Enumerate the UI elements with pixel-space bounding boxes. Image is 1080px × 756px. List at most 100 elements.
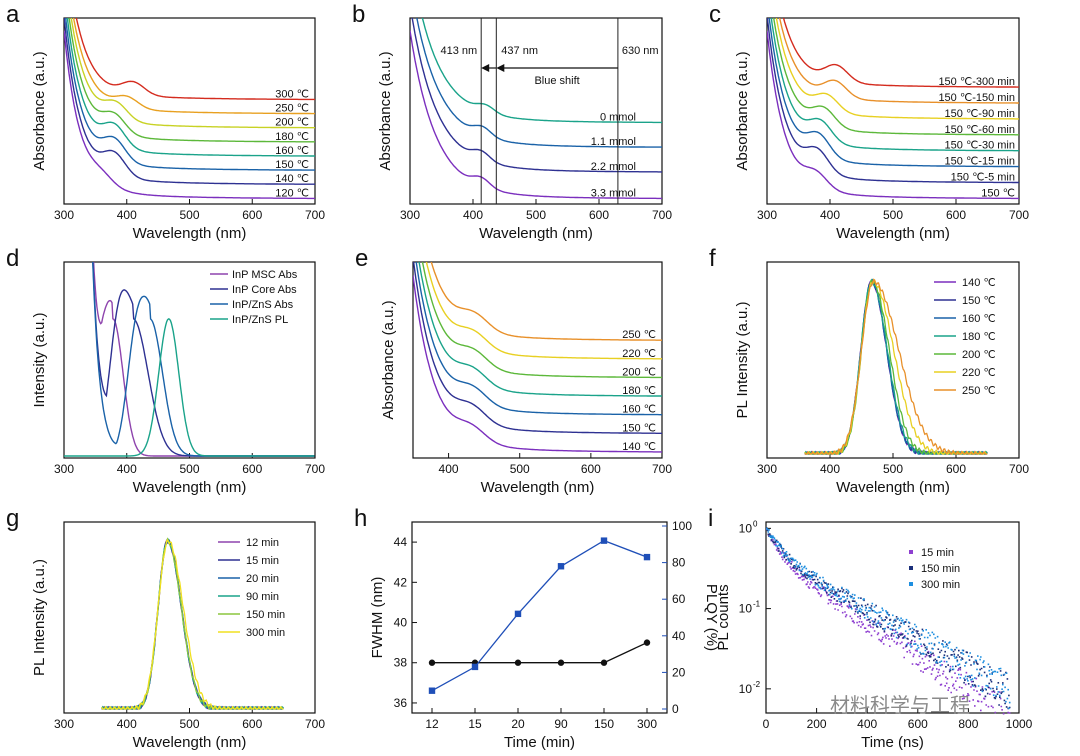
panel-label: c xyxy=(709,1,721,28)
x-tick-label: 600 xyxy=(242,208,262,222)
y-tick-label: 42 xyxy=(394,575,408,589)
legend-swatch xyxy=(909,566,913,570)
x-tick-label: 500 xyxy=(883,462,903,476)
legend-label: 20 min xyxy=(246,573,279,585)
y-axis-label: Absorbance (a.u.) xyxy=(734,51,751,170)
y-tick-base: 10 xyxy=(739,521,753,535)
series-line xyxy=(72,18,315,115)
y-axis-label: PL Intensity (a.u.) xyxy=(734,301,751,418)
data-point xyxy=(600,537,608,544)
x-tick-label: 400 xyxy=(820,208,840,222)
x-axis-label: Wavelength (nm) xyxy=(133,225,247,242)
series-label: 150 ℃-5 min xyxy=(951,171,1015,183)
series-line xyxy=(418,262,662,397)
series-line xyxy=(778,18,1019,104)
legend-label: 150 ℃ xyxy=(962,295,996,307)
x-tick-label: 400 xyxy=(117,717,137,731)
series-label: 150 ℃-150 min xyxy=(938,92,1015,104)
series-line xyxy=(804,279,988,455)
x-tick-label: 800 xyxy=(958,717,978,731)
x-tick-label: 400 xyxy=(117,462,137,476)
x-tick-label: 600 xyxy=(242,462,262,476)
panel-label: e xyxy=(355,245,368,272)
series-label: 220 ℃ xyxy=(622,348,656,360)
x-axis-label: Wavelength (nm) xyxy=(133,734,247,751)
annotation-413: 413 nm xyxy=(440,45,477,57)
x-tick-label: 15 xyxy=(468,717,482,731)
y-tick-base: 10 xyxy=(739,682,753,696)
x-tick-label: 400 xyxy=(820,462,840,476)
panel-label: f xyxy=(709,245,716,272)
x-axis-label: Wavelength (nm) xyxy=(133,479,247,496)
panel-a: a Wavelength (nm) Absorbance (a.u.) 300 400 5… xyxy=(6,1,325,242)
x-tick-label: 300 xyxy=(54,717,74,731)
x-axis-label: Time (min) xyxy=(504,734,575,751)
y-tick-exponent: -1 xyxy=(753,600,761,609)
y2-tick-label: 80 xyxy=(672,556,686,570)
legend-label: InP MSC Abs xyxy=(232,269,298,281)
x-tick-label: 300 xyxy=(637,717,657,731)
panel-f: f Wavelength (nm) PL Intensity (a.u.) 300 40… xyxy=(709,245,1029,496)
plot-frame xyxy=(765,521,1020,714)
x-tick-label: 600 xyxy=(581,462,601,476)
x-tick-label: 500 xyxy=(179,208,199,222)
legend-label: 15 min xyxy=(246,555,279,567)
y-tick-label: 44 xyxy=(394,535,408,549)
series-line xyxy=(66,18,315,157)
series-label: 140 ℃ xyxy=(275,173,309,185)
y2-tick-label: 0 xyxy=(672,702,679,716)
series-lines xyxy=(413,262,662,453)
series-line xyxy=(421,262,662,379)
x-tick-label: 500 xyxy=(526,208,546,222)
annotation-blue-shift: Blue shift xyxy=(534,75,579,87)
x-tick-label: 700 xyxy=(652,462,672,476)
series-label: 120 ℃ xyxy=(275,187,309,199)
scatter-points xyxy=(766,527,1011,710)
series-label: 140 ℃ xyxy=(622,441,656,453)
series-line xyxy=(410,30,662,200)
arrow-head xyxy=(481,64,490,72)
series-label: 2.2 mmol xyxy=(591,161,636,173)
legend-label: 160 ℃ xyxy=(962,313,996,325)
series-label: 3.3 mmol xyxy=(591,187,636,199)
series-line xyxy=(804,278,988,455)
series-line xyxy=(64,318,315,457)
x-tick-label: 12 xyxy=(425,717,439,731)
data-point xyxy=(428,659,436,666)
series-line xyxy=(413,275,662,453)
series-label: 250 ℃ xyxy=(622,329,656,341)
data-point xyxy=(557,659,565,666)
x-tick-label: 300 xyxy=(54,208,74,222)
series-label: 200 ℃ xyxy=(622,366,656,378)
series-label: 160 ℃ xyxy=(275,145,309,157)
series-line xyxy=(767,18,1019,184)
series-line xyxy=(770,18,1019,152)
panel-label: b xyxy=(352,1,365,28)
legend-label: InP/ZnS Abs xyxy=(232,299,294,311)
y2-tick-label: 60 xyxy=(672,592,686,606)
legend-label: 15 min xyxy=(921,547,954,559)
series-label: 250 ℃ xyxy=(275,103,309,115)
x-tick-label: 600 xyxy=(242,717,262,731)
series-label: 150 ℃-60 min xyxy=(945,124,1015,136)
y-tick-label: 36 xyxy=(394,696,408,710)
y-tick-label: 40 xyxy=(394,616,408,630)
y-tick-base: 10 xyxy=(739,602,753,616)
panel-h: h Time (min) FWHM (nm) PLQY (%) 12 15 20 90 150 3… xyxy=(354,505,720,751)
x-tick-label: 20 xyxy=(511,717,525,731)
watermark-text: 材料科学与工程 xyxy=(830,694,970,717)
series-line xyxy=(767,30,1019,200)
series-line xyxy=(411,18,662,173)
legend-label: 12 min xyxy=(246,537,279,549)
y2-axis-label: PLQY (%) xyxy=(703,584,720,651)
series-line xyxy=(768,18,1019,168)
legend-label: InP Core Abs xyxy=(232,284,297,296)
y-axis-label: FWHM (nm) xyxy=(369,577,386,659)
series-line xyxy=(64,30,315,200)
data-point xyxy=(471,663,479,671)
series-line xyxy=(804,279,988,455)
series-line xyxy=(101,538,284,711)
y-tick-label: 38 xyxy=(394,656,408,670)
y2-tick-label: 100 xyxy=(672,519,692,533)
